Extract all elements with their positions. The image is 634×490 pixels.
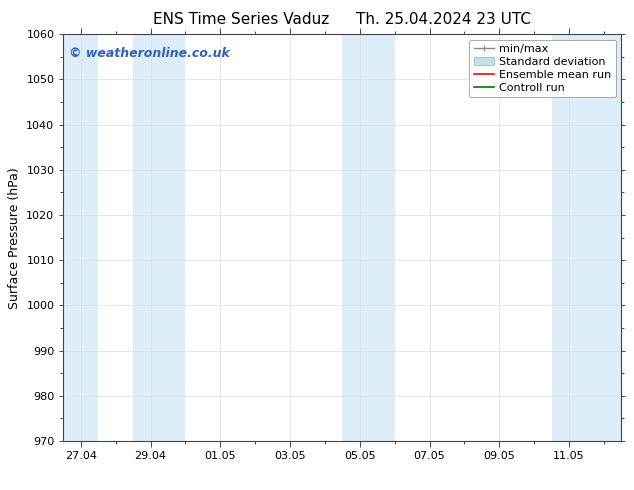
Text: Th. 25.04.2024 23 UTC: Th. 25.04.2024 23 UTC — [356, 12, 531, 27]
Bar — [63, 34, 98, 441]
Text: © weatheronline.co.uk: © weatheronline.co.uk — [69, 47, 230, 59]
Legend: min/max, Standard deviation, Ensemble mean run, Controll run: min/max, Standard deviation, Ensemble me… — [469, 40, 616, 97]
Bar — [342, 34, 394, 441]
Text: ENS Time Series Vaduz: ENS Time Series Vaduz — [153, 12, 329, 27]
Bar — [552, 34, 621, 441]
Y-axis label: Surface Pressure (hPa): Surface Pressure (hPa) — [8, 167, 21, 309]
Bar — [133, 34, 185, 441]
